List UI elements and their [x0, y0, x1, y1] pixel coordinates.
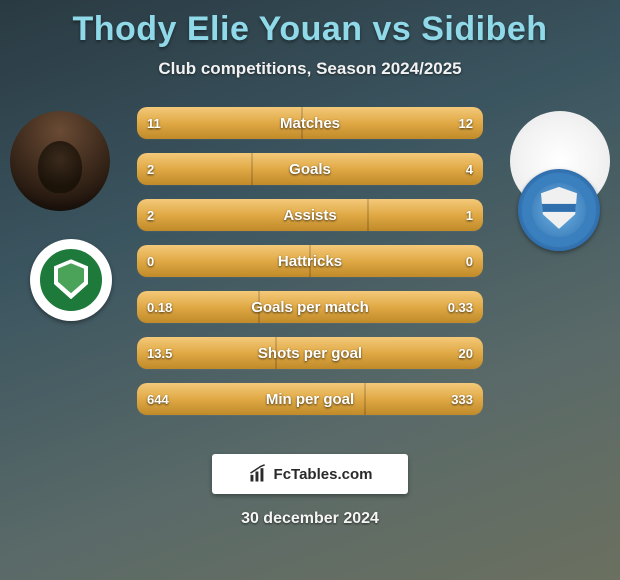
stat-bars: 1112Matches24Goals21Assists00Hattricks0.…: [137, 107, 483, 429]
stat-value-right: 333: [441, 383, 483, 415]
stat-row: 21Assists: [137, 199, 483, 231]
club-crest-right: [518, 169, 600, 251]
stat-value-right: 1: [456, 199, 483, 231]
stat-value-left: 11: [137, 107, 171, 139]
stat-value-right: 0.33: [438, 291, 483, 323]
stat-row: 00Hattricks: [137, 245, 483, 277]
stat-value-left: 13.5: [137, 337, 182, 369]
stat-bar-left: [137, 199, 368, 231]
stat-value-right: 4: [456, 153, 483, 185]
stat-value-left: 644: [137, 383, 179, 415]
stat-value-left: 2: [137, 153, 164, 185]
chart-icon: [248, 464, 268, 484]
stat-row: 24Goals: [137, 153, 483, 185]
stat-row: 13.520Shots per goal: [137, 337, 483, 369]
watermark: FcTables.com: [212, 454, 408, 494]
player-left-avatar: [10, 111, 110, 211]
comparison-panel: 1112Matches24Goals21Assists00Hattricks0.…: [0, 99, 620, 429]
stat-value-right: 12: [449, 107, 483, 139]
stat-value-left: 0.18: [137, 291, 182, 323]
stat-row: 1112Matches: [137, 107, 483, 139]
stat-value-left: 2: [137, 199, 164, 231]
stat-row: 0.180.33Goals per match: [137, 291, 483, 323]
subtitle: Club competitions, Season 2024/2025: [0, 59, 620, 79]
stat-row: 644333Min per goal: [137, 383, 483, 415]
watermark-text: FcTables.com: [274, 466, 373, 483]
stat-value-right: 20: [449, 337, 483, 369]
stat-value-left: 0: [137, 245, 164, 277]
stat-value-right: 0: [456, 245, 483, 277]
snapshot-date: 30 december 2024: [0, 510, 620, 528]
club-crest-left: [30, 239, 112, 321]
page-title: Thody Elie Youan vs Sidibeh: [0, 0, 620, 49]
stat-bar-right: [252, 153, 483, 185]
